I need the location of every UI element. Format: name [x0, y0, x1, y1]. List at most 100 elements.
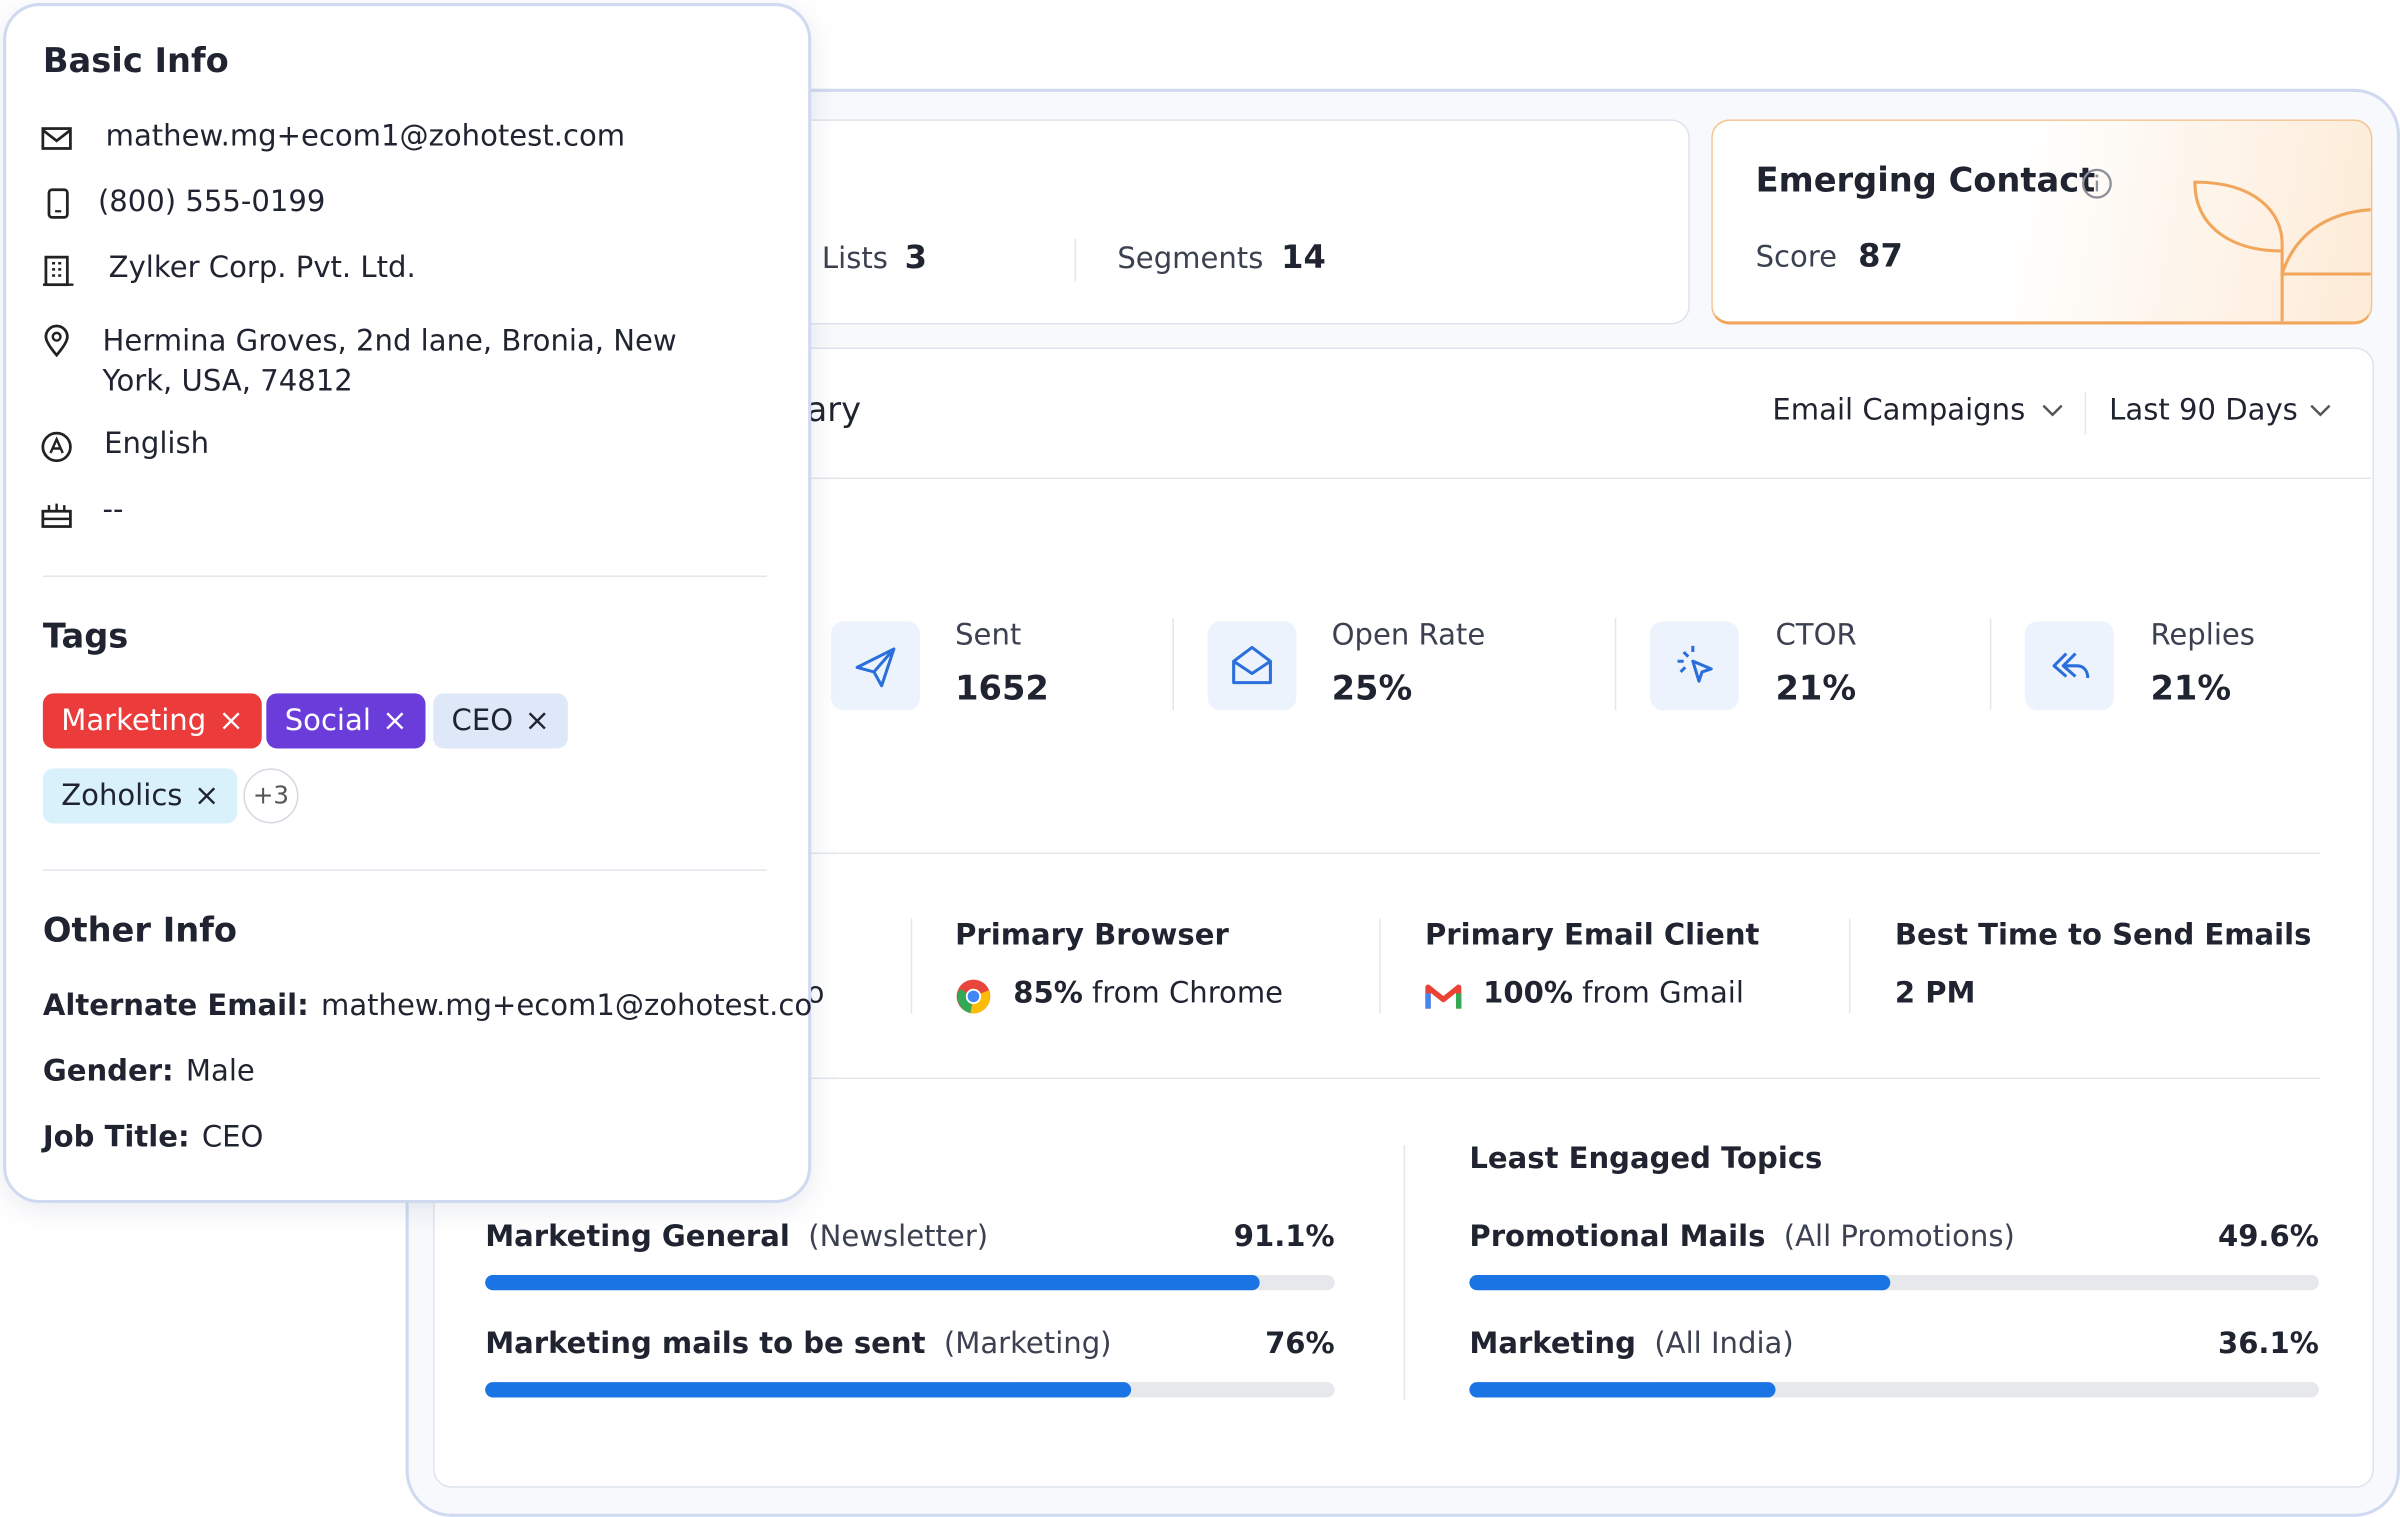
tag-remove-glyph	[529, 712, 547, 730]
topic-category: (All India)	[1654, 1327, 1794, 1361]
stat-label: Open Rate	[1331, 618, 1486, 653]
emerging-title: Emerging Contact	[1755, 162, 2096, 201]
progress-track	[485, 1274, 1335, 1291]
insight-label: Primary Email Client	[1424, 918, 1760, 953]
topic-name: Marketing	[1469, 1327, 1636, 1361]
emerging-card	[1711, 119, 2373, 325]
insight-value-line: 100% from Gmail	[1483, 977, 1744, 1011]
company-icon	[42, 255, 74, 287]
tag-remove[interactable]	[528, 712, 547, 730]
topic-category: (Newsletter)	[808, 1219, 989, 1254]
membership-card	[765, 119, 1690, 325]
chevron[interactable]	[2040, 401, 2064, 419]
score-value: 87	[1858, 237, 1903, 274]
insight-value: 100%	[1483, 976, 1574, 1011]
segments-label: Segments	[1117, 241, 1264, 276]
progress-fill	[1469, 1382, 1777, 1398]
insight-value: 2 PM	[1894, 976, 1976, 1011]
stat-value: 21%	[2150, 670, 2232, 709]
tag-label: Zoholics	[61, 779, 183, 813]
progress-fill	[485, 1382, 1131, 1398]
email: mathew.mg+ecom1@zohotest.com	[105, 119, 626, 154]
stat-value: 21%	[1775, 670, 1857, 709]
more-tags[interactable]: +3	[243, 768, 299, 824]
contact-card	[3, 3, 812, 1204]
tag: Marketing	[42, 693, 262, 749]
topic-percent: 76%	[1265, 1327, 1335, 1361]
info-row: Gender: Male	[43, 1055, 255, 1089]
insight-label: Primary Browser	[955, 918, 1229, 953]
topic-category: (All Promotions)	[1783, 1219, 2015, 1254]
basic-title: Basic Info	[42, 42, 229, 82]
topic-name: Marketing General	[485, 1219, 790, 1254]
leaf-icon	[2193, 180, 2371, 322]
tag-remove[interactable]	[198, 787, 216, 805]
progress-track	[1469, 1382, 2319, 1398]
lists-label: Lists	[821, 241, 888, 276]
stat-label: Replies	[2150, 618, 2255, 653]
tag-remove-glyph	[198, 787, 216, 805]
mail-icon	[41, 127, 72, 150]
stat-value: 25%	[1331, 670, 1413, 709]
divider	[1074, 238, 1077, 282]
info-value: mathew.mg+ecom1@zohotest.co	[320, 988, 813, 1023]
divider	[910, 918, 913, 1014]
topic-name-line: Marketing mails to be sent (Marketing)	[485, 1327, 1111, 1361]
info-label: Alternate Email:	[42, 988, 309, 1023]
divider	[1403, 1144, 1406, 1401]
info-icon[interactable]	[2080, 167, 2114, 201]
insight-label: Best Time to Send Emails	[1894, 918, 2312, 953]
info-value: Male	[185, 1054, 255, 1089]
least-title: Least Engaged Topics	[1469, 1141, 1823, 1176]
tag-label: CEO	[451, 704, 514, 738]
tag: CEO	[433, 693, 569, 749]
tag-remove-glyph	[386, 712, 404, 730]
click-icon	[1649, 621, 1739, 711]
progress-fill	[1469, 1274, 1891, 1291]
topic-percent: 91.1%	[1233, 1219, 1335, 1254]
open-icon	[1207, 621, 1297, 711]
progress-track	[1469, 1274, 2319, 1291]
lists-count: 3	[904, 238, 927, 276]
tag-label: Marketing	[61, 704, 207, 738]
topic-percent: 36.1%	[2217, 1327, 2319, 1361]
divider	[42, 869, 767, 871]
insight-text: from Gmail	[1582, 976, 1744, 1011]
tag: Social	[266, 693, 427, 749]
stat-label: Sent	[955, 618, 1022, 653]
chevron[interactable]	[2308, 401, 2332, 419]
period-filter[interactable]: Last 90 Days	[2109, 393, 2298, 428]
info-row: Alternate Email: mathew.mg+ecom1@zohotest…	[43, 989, 812, 1023]
campaign-filter[interactable]: Email Campaigns	[1772, 393, 2026, 428]
topic-name-line: Marketing (All India)	[1469, 1327, 1793, 1361]
info-row: Job Title: CEO	[43, 1120, 264, 1154]
tags-title: Tags	[42, 618, 129, 657]
info-label: Job Title:	[42, 1120, 190, 1155]
reply-icon	[2024, 621, 2114, 711]
divider	[806, 1077, 2321, 1080]
divider	[1172, 618, 1174, 711]
summary-title: ary	[806, 391, 862, 431]
birthday-icon	[41, 503, 72, 528]
topic-category: (Marketing)	[943, 1327, 1112, 1361]
topic-name: Promotional Mails	[1469, 1219, 1766, 1254]
divider	[1379, 918, 1381, 1014]
topic-name-line: Marketing General (Newsletter)	[485, 1220, 988, 1254]
phone: (800) 555-0199	[97, 185, 326, 219]
address: Hermina Groves, 2nd lane, Bronia, New Yo…	[102, 324, 677, 398]
insight-text: from Chrome	[1092, 976, 1284, 1011]
divider	[2084, 391, 2087, 435]
sent-icon	[831, 621, 920, 711]
progress-fill	[485, 1274, 1260, 1291]
topic-name: Marketing mails to be sent	[485, 1327, 926, 1361]
topic-name-line: Promotional Mails (All Promotions)	[1469, 1220, 2014, 1254]
tag-remove[interactable]	[386, 712, 404, 730]
insight-value-line: 85% from Chrome	[1013, 977, 1283, 1011]
header-divider	[434, 477, 2371, 480]
tag-remove[interactable]	[221, 712, 240, 730]
language-icon	[41, 431, 72, 463]
chrome-icon	[956, 979, 991, 1014]
